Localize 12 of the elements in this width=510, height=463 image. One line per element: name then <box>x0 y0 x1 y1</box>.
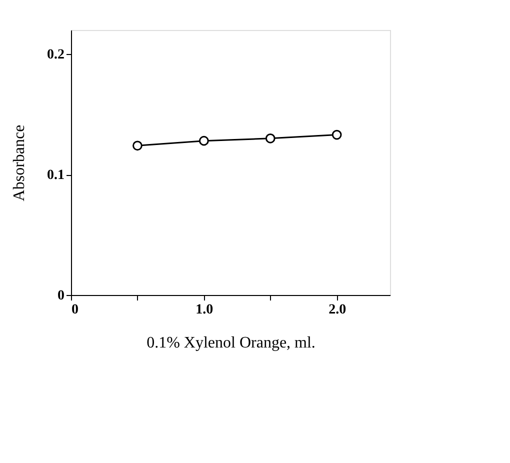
y-tick-label: 0.1 <box>47 168 64 184</box>
y-tick-label: 0 <box>58 288 64 304</box>
point <box>132 140 142 151</box>
point <box>265 133 276 144</box>
point <box>332 130 342 140</box>
x-tick-label: 0 <box>72 302 78 318</box>
x-tick-label: 2.0 <box>328 302 346 318</box>
y-tick-label: 0.2 <box>47 48 64 63</box>
x-axis-title: 0.1% Xylenol Orange, ml. <box>146 334 316 352</box>
x-tick-label: 1.0 <box>196 302 214 318</box>
y-axis-title: Absorbance <box>11 124 28 202</box>
point <box>198 136 209 146</box>
